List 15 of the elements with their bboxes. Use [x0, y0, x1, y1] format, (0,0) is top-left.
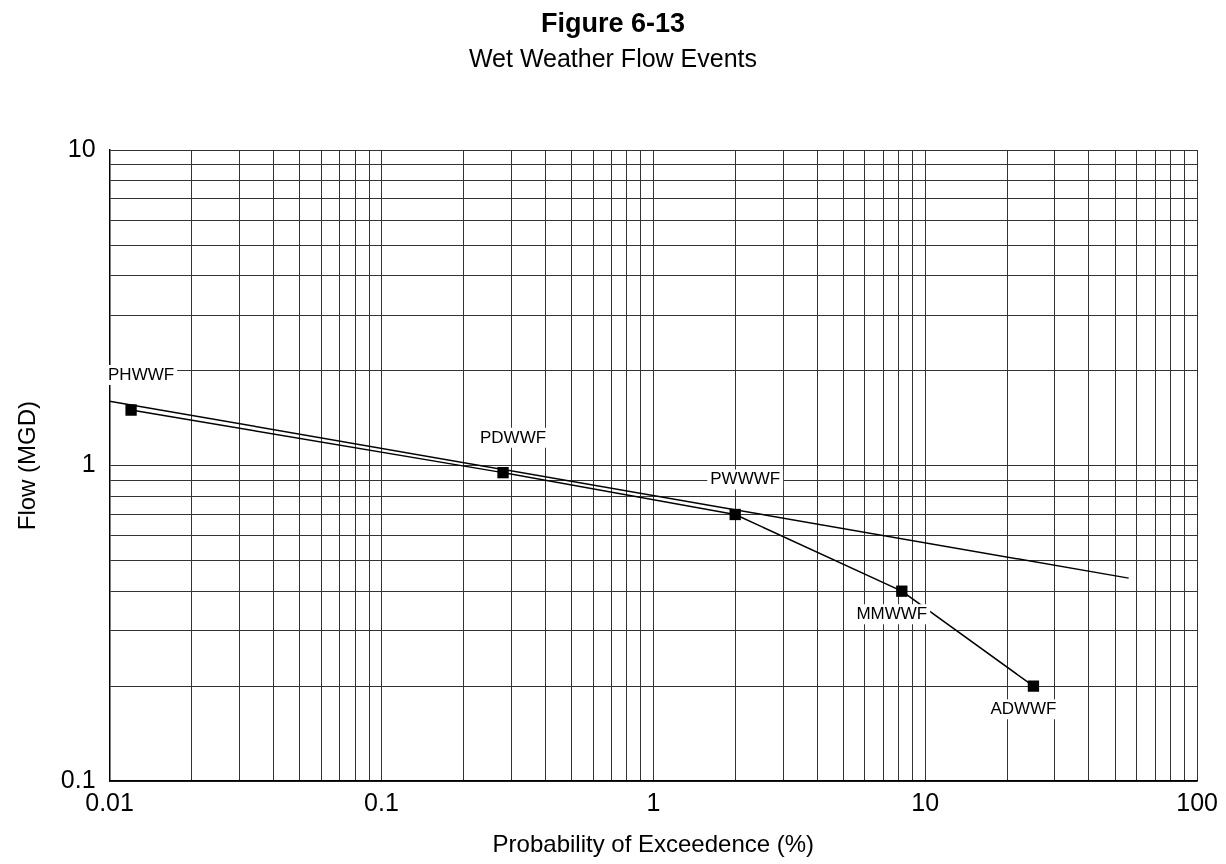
y-tick-label: 1 — [81, 449, 96, 478]
annotation: PDWWF — [479, 427, 547, 447]
x-tick-label: 100 — [1176, 788, 1218, 817]
x-tick-label: 10 — [911, 788, 940, 817]
x-axis-title: Probability of Exceedence (%) — [492, 830, 815, 858]
x-tick-label: 0.1 — [364, 788, 399, 817]
annotation: PWWWF — [710, 469, 781, 489]
annotation: MMWWF — [856, 604, 928, 624]
annotation: ADWWF — [990, 699, 1057, 719]
chart-title: Figure 6-13 — [539, 8, 686, 39]
chart-subtitle: Wet Weather Flow Events — [467, 44, 759, 73]
y-axis-title: Flow (MGD) — [13, 400, 41, 531]
x-tick-label: 1 — [646, 788, 661, 817]
y-tick-label: 10 — [67, 133, 96, 162]
annotation: PHWWF — [108, 365, 175, 385]
